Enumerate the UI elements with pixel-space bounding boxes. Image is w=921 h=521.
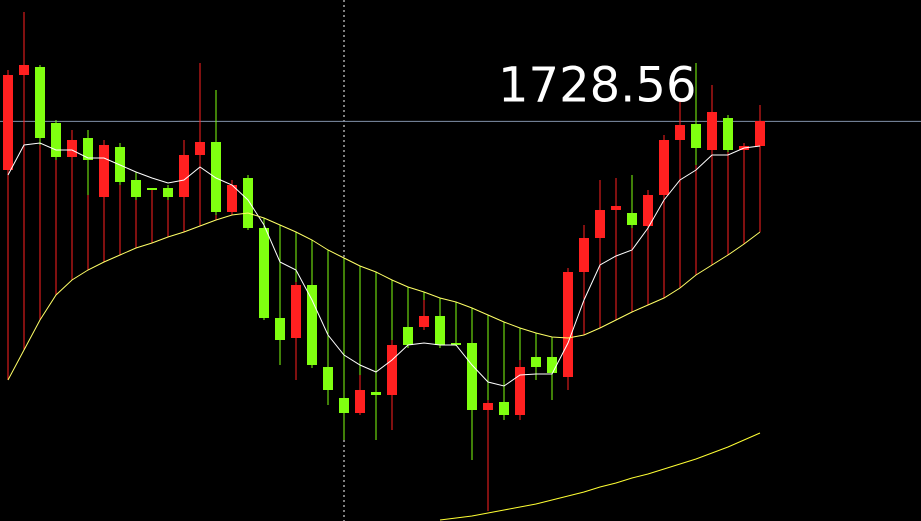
candle-body bbox=[387, 345, 397, 395]
candle-body bbox=[323, 367, 333, 390]
candle-body bbox=[195, 142, 205, 155]
candle-body bbox=[179, 155, 189, 197]
candle-body bbox=[147, 188, 157, 190]
candle-body bbox=[211, 142, 221, 212]
candle-body bbox=[531, 357, 541, 367]
candle-body bbox=[547, 357, 557, 373]
candle-body bbox=[691, 124, 701, 148]
candle-body bbox=[707, 112, 717, 150]
candle-body bbox=[131, 180, 141, 197]
candle-body bbox=[419, 316, 429, 327]
candle-body bbox=[659, 140, 669, 195]
candle-body bbox=[451, 343, 461, 345]
candle-body bbox=[403, 327, 413, 345]
moving-average bbox=[7, 212, 761, 381]
candle-body bbox=[755, 121, 765, 146]
candle-body bbox=[51, 123, 61, 157]
candle-body bbox=[371, 392, 381, 395]
candle-body bbox=[163, 188, 173, 197]
candle-body bbox=[67, 140, 77, 157]
candle-body bbox=[35, 67, 45, 138]
candle-body bbox=[563, 272, 573, 377]
candle-body bbox=[467, 343, 477, 410]
candle-body bbox=[3, 75, 13, 170]
candle-body bbox=[259, 228, 269, 318]
candle-body bbox=[499, 402, 509, 415]
candle-body bbox=[723, 118, 733, 150]
candle-body bbox=[19, 65, 29, 75]
candle-body bbox=[227, 185, 237, 212]
candle-body bbox=[675, 125, 685, 140]
candle-body bbox=[243, 178, 253, 228]
candle-body bbox=[83, 138, 93, 160]
candle-body bbox=[627, 213, 637, 225]
candle-body bbox=[307, 285, 317, 365]
candle-body bbox=[355, 390, 365, 413]
moving-average bbox=[439, 432, 761, 521]
candle-body bbox=[275, 318, 285, 340]
crosshair-label: 1728.56 bbox=[498, 57, 697, 113]
candle-body bbox=[435, 316, 445, 345]
candle-body bbox=[515, 367, 525, 415]
candle-body bbox=[483, 403, 493, 410]
candle-body bbox=[611, 206, 621, 210]
candle-body bbox=[595, 210, 605, 238]
moving-average bbox=[7, 142, 761, 387]
candle-body bbox=[339, 398, 349, 413]
candle-body bbox=[291, 285, 301, 338]
candle-body bbox=[643, 195, 653, 226]
candle-body bbox=[579, 238, 589, 272]
candle-body bbox=[99, 145, 109, 197]
